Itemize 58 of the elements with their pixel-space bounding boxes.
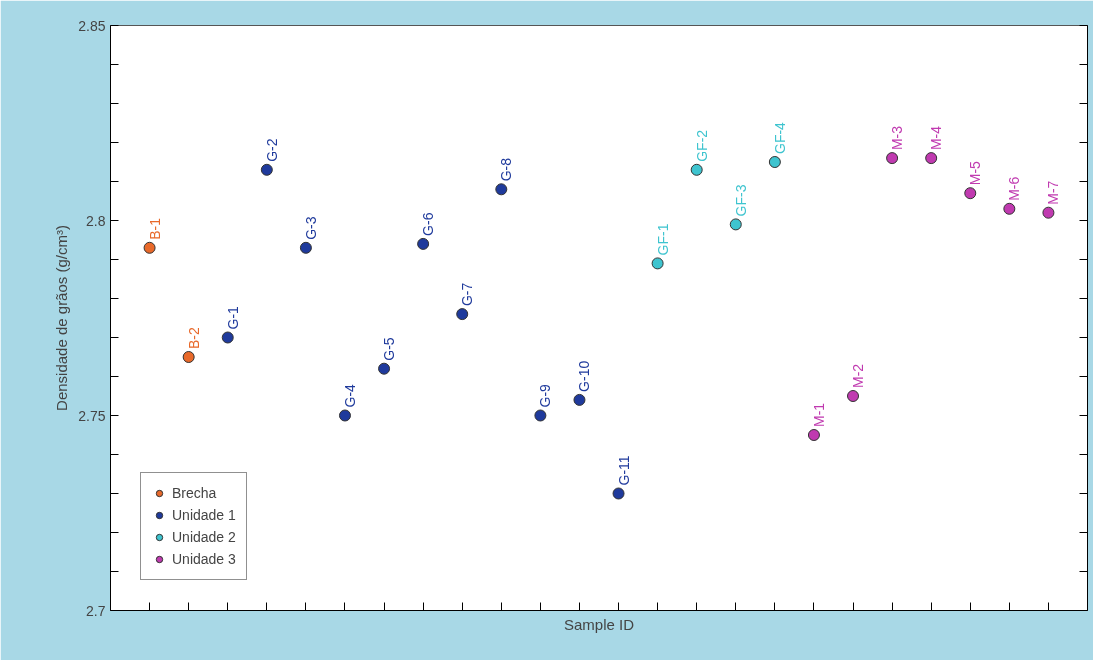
x-tick-label: G-1 (224, 305, 241, 330)
point (612, 487, 625, 500)
point (1003, 202, 1016, 215)
point (182, 351, 195, 363)
point (964, 187, 977, 200)
point (299, 241, 312, 254)
x-tick-label: B-2 (185, 327, 202, 349)
legend-label: Unidade 3 (172, 551, 236, 567)
x-tick-label: G-3 (302, 216, 319, 240)
x-tick-label: G-6 (420, 212, 437, 236)
x-tick-label: G-4 (341, 383, 358, 408)
x-tick-label: GF-2 (693, 129, 710, 162)
x-tick-label: M-5 (967, 160, 984, 186)
legend-label: Unidade 2 (172, 529, 236, 545)
x-axis-title: Sample ID (563, 615, 635, 633)
point (260, 163, 273, 176)
point (338, 409, 351, 422)
y-tick-label: 2.7 (86, 602, 106, 619)
x-tick-label: G-2 (263, 138, 280, 162)
point (925, 152, 938, 165)
y-tick-label: 2.75 (78, 407, 106, 424)
legend-label: Unidade 1 (172, 507, 236, 523)
point (534, 409, 547, 422)
x-tick-label: M-6 (1006, 176, 1023, 201)
x-tick-label: G-9 (537, 383, 554, 408)
y-tick-label: 2.8 (86, 212, 106, 229)
point (378, 362, 391, 375)
point (456, 308, 469, 321)
x-tick-label: G-8 (498, 157, 515, 182)
x-tick-label: M-2 (850, 363, 867, 388)
point (221, 331, 234, 344)
point (495, 183, 508, 196)
x-tick-label: M-1 (810, 402, 827, 427)
point (651, 257, 664, 270)
x-tick-label: GF-3 (732, 184, 749, 217)
x-tick-label: GF-1 (654, 223, 671, 256)
x-tick-label: B-1 (146, 217, 163, 240)
legend-label: Brecha (172, 485, 217, 501)
point (847, 390, 860, 402)
point (143, 241, 156, 254)
x-tick-label: GF-4 (771, 121, 788, 154)
x-tick-label: M-3 (889, 125, 906, 151)
point (690, 163, 703, 176)
y-tick-label: 2.85 (78, 17, 106, 34)
x-tick-label: G-7 (459, 282, 476, 307)
x-tick-label: M-7 (1045, 180, 1062, 205)
point (573, 393, 586, 406)
x-tick-label: M-4 (928, 125, 945, 151)
point (807, 429, 820, 441)
point (1042, 206, 1055, 219)
point (768, 156, 781, 168)
x-tick-label: G-5 (381, 337, 398, 361)
point (417, 237, 430, 250)
y-axis-title: Densidade de grãos (g/cm³) (53, 225, 71, 411)
point (886, 152, 899, 165)
point (729, 218, 742, 231)
x-tick-label: G-10 (576, 360, 593, 392)
x-tick-label: G-11 (615, 455, 632, 486)
